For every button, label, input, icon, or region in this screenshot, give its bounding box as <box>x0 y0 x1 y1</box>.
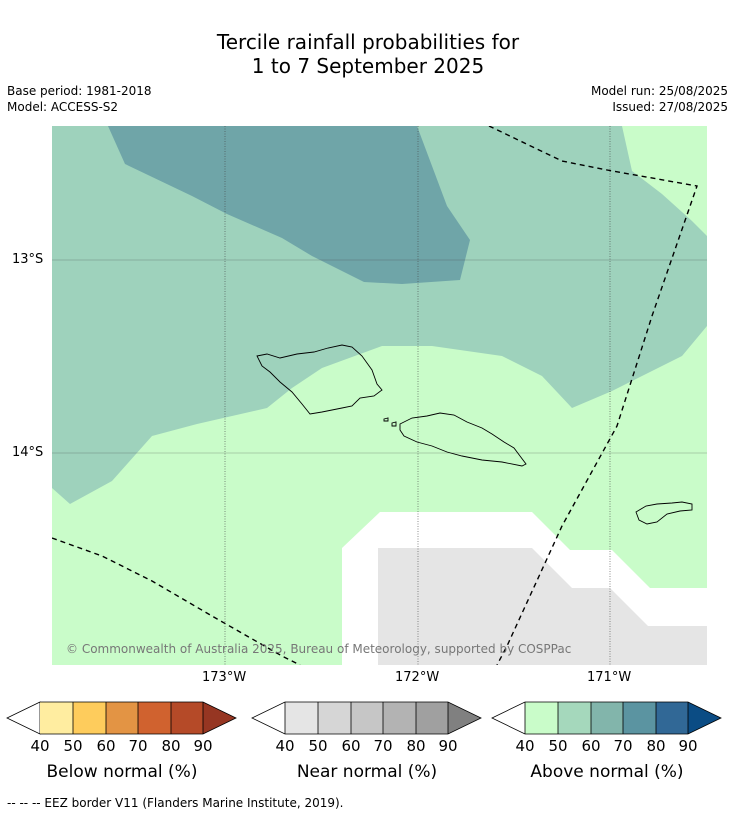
below-extend-high <box>203 702 236 734</box>
below-tick-40: 40 <box>30 737 50 755</box>
above-tick-80: 80 <box>646 737 666 755</box>
lon-label-173w: 173°W <box>202 670 247 685</box>
above-tick-50: 50 <box>548 737 568 755</box>
manono-island <box>383 417 389 422</box>
below-tick-70: 70 <box>128 737 148 755</box>
near-tick-40: 40 <box>275 737 295 755</box>
lon-label-172w: 172°W <box>395 670 440 685</box>
above-tick-70: 70 <box>613 737 633 755</box>
title-line-2: 1 to 7 September 2025 <box>251 54 485 78</box>
below-band-70 <box>138 702 171 734</box>
map-title: Tercile rainfall probabilities for 1 to … <box>0 30 736 78</box>
near-tick-70: 70 <box>373 737 393 755</box>
near-label: Near normal (%) <box>296 762 438 782</box>
zone-near-40 <box>378 548 707 665</box>
above-band-80 <box>656 702 688 734</box>
eez-border <box>52 126 698 665</box>
rainfall-map: © Commonwealth of Australia 2025, Bureau… <box>52 126 707 665</box>
near-tick-90: 90 <box>438 737 458 755</box>
below-extend-low <box>6 701 41 735</box>
lat-label-14s: 14°S <box>12 445 44 460</box>
lat-label-13s: 13°S <box>12 252 44 267</box>
above-band-50 <box>558 702 591 734</box>
tutuila-island <box>635 501 693 525</box>
lon-label-171w: 171°W <box>587 670 632 685</box>
near-band-60 <box>351 702 383 734</box>
below-band-60 <box>106 702 138 734</box>
copyright-text: © Commonwealth of Australia 2025, Bureau… <box>66 642 571 656</box>
issued-date: Issued: 27/08/2025 <box>612 100 728 114</box>
upolu-island <box>399 412 527 467</box>
below-tick-80: 80 <box>161 737 181 755</box>
near-tick-80: 80 <box>406 737 426 755</box>
near-band-80 <box>416 702 448 734</box>
colorbar-below <box>6 701 237 735</box>
above-band-70 <box>623 702 656 734</box>
above-tick-60: 60 <box>581 737 601 755</box>
zone-above-50-ne <box>622 126 707 236</box>
near-tick-60: 60 <box>341 737 361 755</box>
model-run: Model run: 25/08/2025 <box>590 84 728 98</box>
above-extend-low <box>492 702 525 734</box>
coastlines <box>256 344 693 525</box>
near-band-40 <box>285 702 318 734</box>
below-band-80 <box>171 702 203 734</box>
above-band-60 <box>591 702 623 734</box>
meta-left: Base period: 1981-2018 Model: ACCESS-S2 <box>7 83 152 115</box>
model-name: Model: ACCESS-S2 <box>7 100 119 114</box>
base-period: Base period: 1981-2018 <box>7 84 152 98</box>
above-band-40 <box>525 702 558 734</box>
below-label: Below normal (%) <box>46 762 198 782</box>
zone-above-70 <box>108 126 470 284</box>
eez-line-southwest <box>52 537 301 665</box>
below-band-40 <box>40 702 73 734</box>
savaii-island <box>256 344 383 415</box>
above-label: Above normal (%) <box>530 762 684 782</box>
eez-line-east <box>488 126 698 665</box>
colorbar-near <box>251 701 482 735</box>
near-extend-high <box>448 702 481 734</box>
near-band-50 <box>318 702 351 734</box>
graticule <box>52 126 707 665</box>
below-tick-60: 60 <box>96 737 116 755</box>
colorbar-above <box>491 701 722 735</box>
above-extend-high <box>688 702 721 734</box>
above-tick-40: 40 <box>515 737 535 755</box>
near-band-70 <box>383 702 416 734</box>
eez-footnote: -- -- -- EEZ border V11 (Flanders Marine… <box>7 796 344 810</box>
near-extend-low <box>252 702 285 734</box>
near-tick-50: 50 <box>308 737 328 755</box>
title-line-1: Tercile rainfall probabilities for <box>216 30 520 54</box>
above-tick-90: 90 <box>678 737 698 755</box>
below-tick-90: 90 <box>193 737 213 755</box>
apolima-island <box>391 421 397 427</box>
below-band-50 <box>73 702 106 734</box>
meta-right: Model run: 25/08/2025 Issued: 27/08/2025 <box>591 83 728 115</box>
below-tick-50: 50 <box>63 737 83 755</box>
